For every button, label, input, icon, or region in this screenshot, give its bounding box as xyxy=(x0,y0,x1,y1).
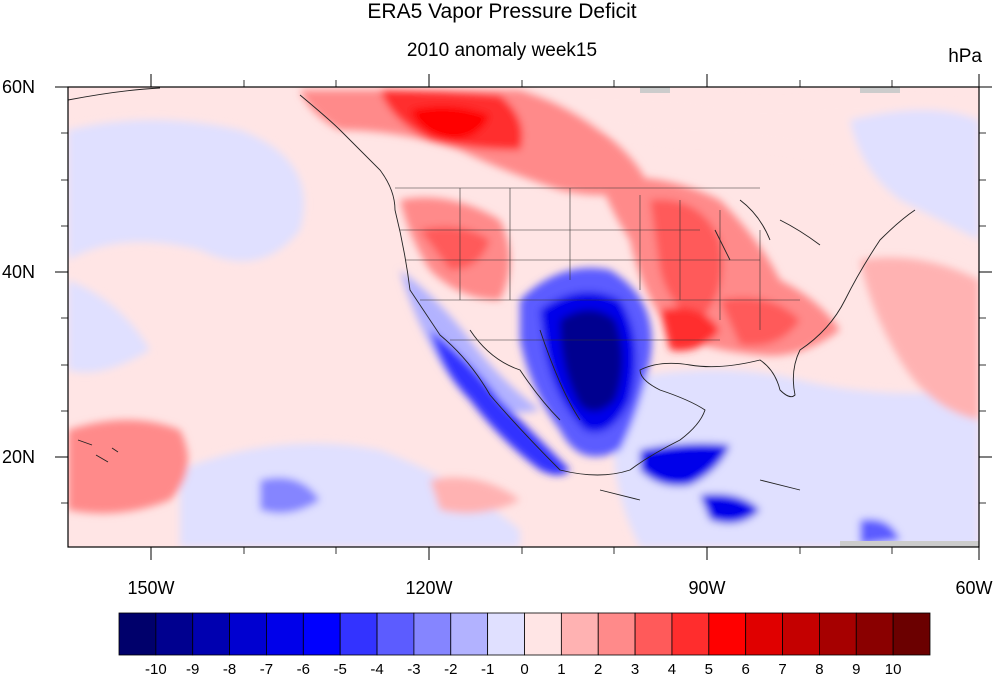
axis-ticks xyxy=(55,74,992,560)
units-label: hPa xyxy=(948,46,982,67)
y-tick-label-20n: 20N xyxy=(2,447,36,467)
colorbar-swatch xyxy=(118,612,157,656)
anomaly-field xyxy=(68,87,979,547)
colorbar-swatch xyxy=(782,612,820,656)
state-boundaries xyxy=(395,187,800,341)
colorbar-tick-label: -4 xyxy=(370,661,384,678)
x-tick-label-90w: 90W xyxy=(688,578,726,598)
minor-ticks xyxy=(61,80,986,554)
colorbar-swatch xyxy=(302,612,341,656)
colorbar-tick-label: -7 xyxy=(259,661,274,678)
colorbar-tick-label: -5 xyxy=(333,661,347,678)
colorbar-swatch xyxy=(450,612,489,656)
colorbar-tick-label: -2 xyxy=(444,661,458,678)
colorbar-swatch xyxy=(229,612,267,656)
colorbar-tick-label: -1 xyxy=(480,661,495,678)
colorbar-tick-label: 2 xyxy=(594,661,603,678)
map-subtitle: 2010 anomaly week15 xyxy=(406,40,598,61)
colorbar-tick-label: -9 xyxy=(186,661,200,678)
colorbar-swatch xyxy=(597,612,636,656)
map-title: ERA5 Vapor Pressure Deficit xyxy=(367,0,637,23)
colorbar xyxy=(118,612,931,656)
colorbar-swatch xyxy=(487,612,525,656)
y-tick-label-60n: 60N xyxy=(2,77,36,97)
colorbar-swatch xyxy=(192,612,230,656)
x-tick-label-60w: 60W xyxy=(955,578,993,598)
colorbar-swatch xyxy=(155,612,194,656)
colorbar-tick-label: 5 xyxy=(704,661,713,678)
colorbar-swatch xyxy=(266,612,304,656)
colorbar-tick-label: 9 xyxy=(852,661,861,678)
colorbar-swatch xyxy=(671,612,710,656)
colorbar-swatch xyxy=(524,612,562,656)
x-tick-label-150w: 150W xyxy=(127,578,175,598)
colorbar-tick-label: 1 xyxy=(557,661,566,678)
colorbar-swatch xyxy=(413,612,452,656)
colorbar-tick-label: -3 xyxy=(407,661,421,678)
colorbar-tick-label: 8 xyxy=(815,661,824,678)
colorbar-tick-label: 4 xyxy=(667,661,677,678)
colorbar-tick-label: 10 xyxy=(884,661,902,678)
colorbar-swatch xyxy=(376,612,415,656)
colorbar-tick-label: -6 xyxy=(296,661,310,678)
colorbar-swatch xyxy=(819,612,857,656)
colorbar-tick-label: 6 xyxy=(741,661,750,678)
colorbar-tick-label: 3 xyxy=(630,661,640,678)
colorbar-swatch xyxy=(855,612,894,656)
map-frame xyxy=(67,86,980,548)
y-tick-label-40n: 40N xyxy=(2,262,36,282)
colorbar-swatch xyxy=(892,612,931,656)
x-tick-label-120w: 120W xyxy=(405,578,453,598)
colorbar-tick-label: 7 xyxy=(778,661,787,678)
coastlines xyxy=(68,87,916,501)
colorbar-tick-label: -10 xyxy=(145,661,167,678)
colorbar-tick-label: 0 xyxy=(520,661,529,678)
colorbar-swatch xyxy=(560,612,599,656)
colorbar-swatch xyxy=(745,612,783,656)
colorbar-swatch xyxy=(634,612,673,656)
colorbar-tick-label: -8 xyxy=(222,661,237,678)
colorbar-swatch xyxy=(708,612,747,656)
colorbar-swatch xyxy=(339,612,378,656)
